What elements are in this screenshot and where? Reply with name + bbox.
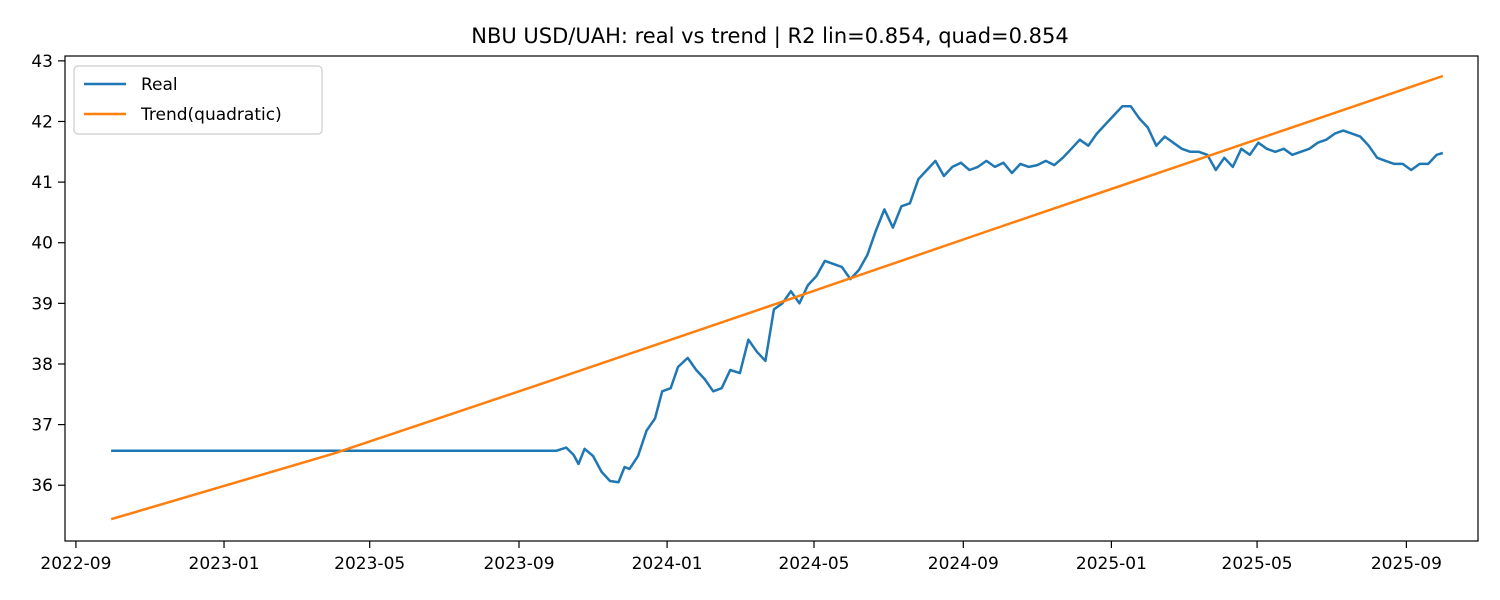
x-tick-label: 2024-01: [632, 554, 703, 574]
y-tick-label: 39: [31, 294, 53, 314]
y-tick-label: 40: [31, 234, 53, 254]
legend: Real Trend(quadratic): [73, 65, 323, 135]
y-tick-label: 42: [31, 112, 53, 132]
x-tick-label: 2025-01: [1076, 554, 1147, 574]
x-tick-label: 2025-09: [1371, 554, 1442, 574]
series-layer: [110, 74, 1444, 521]
x-tick-label: 2025-05: [1222, 554, 1293, 574]
x-tick-label: 2023-09: [483, 554, 554, 574]
x-tick-label: 2023-05: [334, 554, 405, 574]
series-line-trend-quadratic: [110, 74, 1444, 521]
x-tick-label: 2023-01: [189, 554, 260, 574]
x-axis: 2022-09 2023-01 2023-05 2023-09 2024-01 2024-…: [40, 541, 1442, 574]
x-tick-label: 2024-09: [928, 554, 999, 574]
legend-label: Real: [141, 75, 178, 95]
y-axis: 36 37 38 39 40 41 42 43: [31, 52, 65, 496]
legend-box: [73, 65, 323, 135]
legend-label: Trend(quadratic): [140, 105, 282, 125]
y-tick-label: 38: [31, 355, 53, 375]
x-tick-label: 2024-05: [778, 554, 849, 574]
series-line-real: [111, 105, 1444, 484]
y-tick-label: 43: [31, 52, 53, 72]
y-tick-label: 41: [31, 173, 53, 193]
x-tick-label: 2022-09: [40, 554, 111, 574]
y-tick-label: 37: [31, 416, 53, 436]
y-tick-label: 36: [31, 476, 53, 496]
chart-title: NBU USD/UAH: real vs trend | R2 lin=0.85…: [471, 24, 1069, 49]
plot-frame: [64, 55, 1479, 542]
